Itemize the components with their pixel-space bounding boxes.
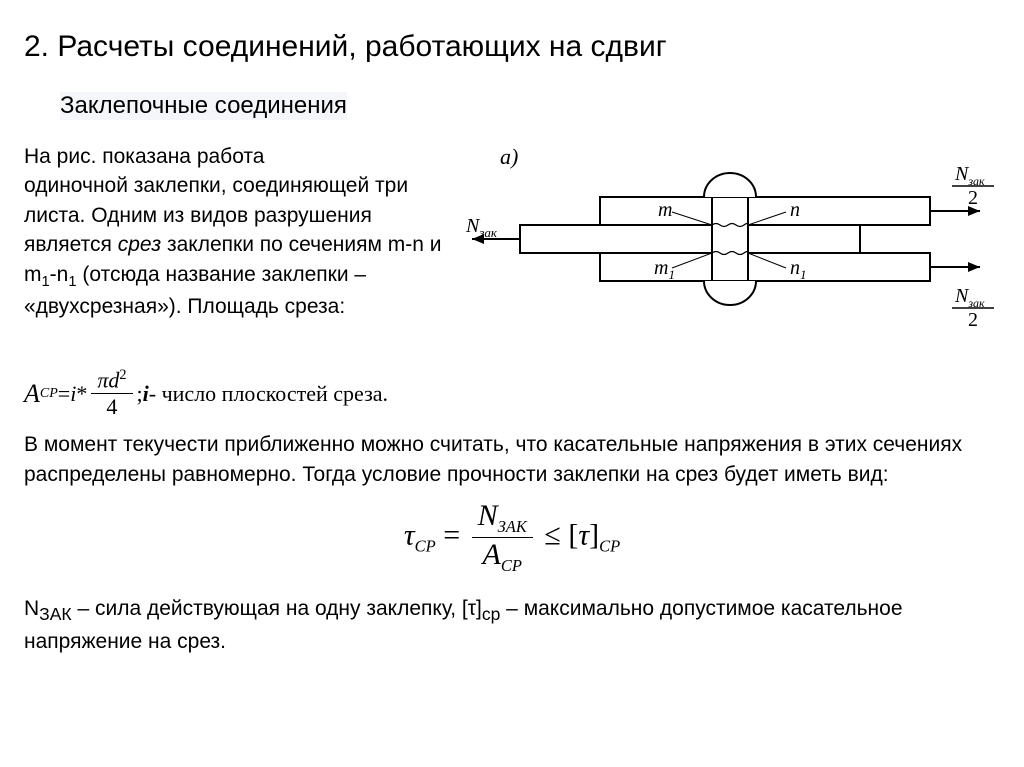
p1-l4b-italic: срез — [118, 233, 161, 256]
p1-l5-sub1: 1 — [42, 274, 50, 290]
p1-l5a: m — [24, 263, 42, 286]
subheading-wrap: Заклепочные соединения — [24, 92, 1000, 142]
f2-den-A: A — [483, 538, 501, 571]
plate-bottom — [600, 253, 930, 281]
f2-num-N: N — [478, 499, 498, 532]
p1-l2: одиночной заклепки, соединяющей три — [24, 174, 408, 197]
p3-b: – сила действующая на одну заклепку, [τ] — [72, 597, 482, 620]
arrow-br-head — [968, 262, 980, 272]
plate-middle — [520, 225, 860, 253]
f2-lb: [ — [568, 519, 578, 552]
label-Nzak2-top: Nзак 2 — [952, 163, 994, 209]
formula-strength: τСР = NЗАК AСР ≤ [τ]СР — [24, 499, 1000, 576]
f2-sub2: СР — [599, 537, 620, 556]
label-Nzak2-bottom: Nзак 2 — [952, 285, 994, 331]
f1-A-sub: СР — [40, 386, 58, 402]
section-heading: 2. Расчеты соединений, работающих на сдв… — [24, 30, 1000, 64]
intro-paragraph: На рис. показана работа одиночной заклеп… — [24, 142, 450, 322]
para2: В момент текучести приближенно можно счи… — [24, 430, 1000, 489]
p1-l5-sub2: 1 — [68, 274, 76, 290]
p1-l3: листа. Одним из видов разрушения — [24, 204, 372, 227]
formula-area: AСР = i * πd2 4 ; i - число плоскостей с… — [24, 367, 1000, 420]
f1-frac: πd2 4 — [91, 367, 132, 420]
svg-text:Nзак: Nзак — [954, 285, 985, 310]
plate-top — [600, 197, 930, 225]
f1-desc: - число плоскостей среза. — [149, 381, 388, 407]
p1-l5b: -n — [50, 263, 69, 286]
f2-den-sub: СР — [501, 556, 522, 575]
f2-eq: = — [443, 519, 467, 552]
f1-den: 4 — [91, 394, 132, 420]
f1-num: πd — [97, 367, 119, 392]
para3: NЗАК – сила действующая на одну заклепку… — [24, 594, 1000, 656]
f1-eq: = — [58, 381, 70, 407]
p3-tau-sub: ср — [482, 604, 500, 624]
rivet-diagram: а) — [460, 142, 1000, 352]
label-n: n — [790, 199, 800, 221]
rivet-head-bottom — [704, 281, 756, 305]
f2-le: ≤ — [544, 519, 568, 552]
f1-num-exp: 2 — [119, 367, 126, 383]
page: 2. Расчеты соединений, работающих на сдв… — [0, 0, 1024, 676]
f2-tau: τ — [404, 519, 415, 552]
f1-A: A — [24, 379, 40, 409]
svg-text:Nзак: Nзак — [954, 163, 985, 188]
svg-text:2: 2 — [968, 309, 978, 331]
subheading: Заклепочные соединения — [60, 92, 347, 120]
label-m: m — [658, 199, 672, 221]
f2-frac: NЗАК AСР — [472, 499, 533, 576]
label-Nzak-left: Nзак — [465, 215, 498, 240]
fig-label-a: а) — [500, 144, 518, 169]
p1-l5c: (отсюда название заклепки – — [77, 263, 367, 286]
figure-wrap: а) — [460, 142, 1000, 357]
p1-l6: «двухсрезная»). Площадь среза: — [24, 295, 345, 318]
rivet-head-top — [704, 173, 756, 197]
p1-l1: На рис. показана работа — [24, 145, 265, 168]
p1-l4a: является — [24, 233, 118, 256]
svg-text:2: 2 — [968, 187, 978, 209]
rivet-shaft — [712, 197, 748, 281]
f2-tau2: τ — [578, 519, 589, 552]
f1-star: * — [76, 381, 87, 407]
content-row: На рис. показана работа одиночной заклеп… — [24, 142, 1000, 357]
f2-rb: ] — [589, 519, 599, 552]
p3-N-sub: ЗАК — [39, 604, 71, 624]
p3-N: N — [24, 597, 39, 620]
f2-num-sub: ЗАК — [498, 517, 527, 536]
f2-tau-sub: СР — [415, 537, 436, 556]
p1-l4c: заклепки по сечениям m-n и — [161, 233, 441, 256]
